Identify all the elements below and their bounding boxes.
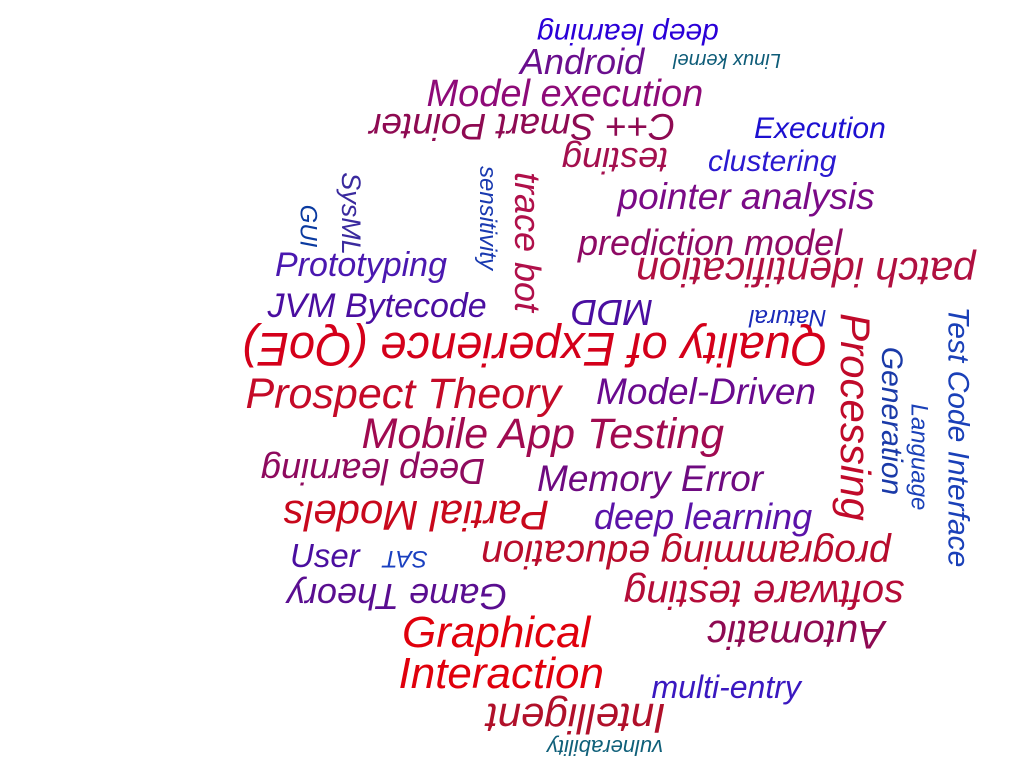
cloud-word-prospect-theory: Prospect Theory (245, 369, 561, 418)
cloud-word-mobile-app-testing: Mobile App Testing (361, 409, 725, 458)
cloud-word-multi-entry: multi-entry (651, 669, 801, 705)
cloud-word-prototyping: Prototyping (275, 246, 447, 284)
cloud-word-gui: GUI (293, 204, 321, 248)
cloud-word-deep-learning-3: deep learning (594, 496, 813, 537)
cloud-word-intelligent: Intelligent (486, 695, 666, 742)
cloud-word-generation: Generation (875, 346, 909, 496)
cloud-word-quality-of-experience: Quality of Experience (QoE) (241, 322, 827, 376)
cloud-word-testing: testing (562, 140, 669, 181)
cloud-word-cpp-smart-pointer: C++ Smart Pointer (369, 105, 676, 147)
cloud-word-language: Language (904, 403, 932, 511)
cloud-word-automatic: Automatic (707, 612, 885, 656)
cloud-word-partial-models: Partial Models (283, 492, 550, 539)
cloud-word-user: User (290, 536, 360, 574)
cloud-word-clustering: clustering (708, 145, 837, 178)
cloud-word-test-code-interface: Test Code Interface (940, 306, 974, 568)
cloud-word-linux-kernel: Linux kernel (673, 49, 781, 71)
cloud-word-memory-error: Memory Error (537, 457, 764, 499)
cloud-word-software-testing: software testing (624, 572, 905, 616)
cloud-word-model-execution: Model execution (426, 73, 704, 115)
cloud-word-sat: SAT (382, 545, 428, 572)
cloud-word-patch-identification: patch identification (636, 248, 976, 295)
cloud-word-graphical: Graphical (402, 608, 591, 657)
cloud-word-trace-bot: trace bot (507, 171, 549, 313)
cloud-word-deep-learning-2: Deep learning (261, 451, 486, 492)
cloud-word-android: Android (520, 41, 645, 82)
cloud-word-execution: Execution (754, 112, 886, 145)
cloud-word-sysml: SysML (335, 171, 366, 255)
cloud-word-model-driven: Model-Driven (596, 370, 817, 412)
cloud-word-processing: Processing (831, 313, 879, 521)
cloud-word-interaction: Interaction (398, 649, 604, 698)
cloud-word-sensitivity: sensitivity (474, 165, 502, 271)
cloud-word-vulnerability: vulnerability (547, 735, 664, 760)
cloud-word-prediction-model: prediction model (578, 222, 843, 263)
cloud-word-pointer-analysis: pointer analysis (617, 175, 875, 217)
cloud-word-jvm-bytecode: JVM Bytecode (267, 287, 487, 325)
cloud-word-programming-education: programming education (481, 531, 891, 575)
